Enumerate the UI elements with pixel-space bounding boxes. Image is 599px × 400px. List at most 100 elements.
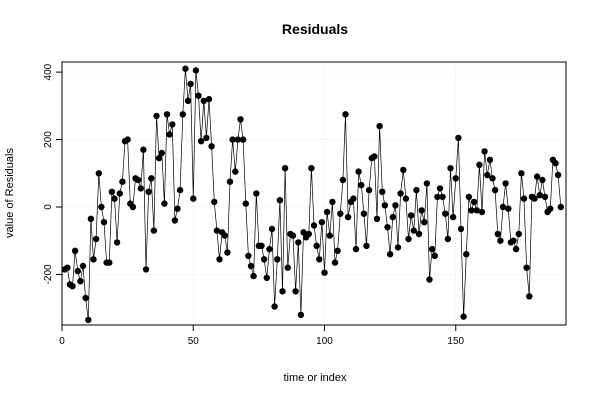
data-point	[499, 203, 507, 211]
data-point	[142, 266, 150, 273]
data-point	[134, 176, 142, 184]
data-point	[200, 97, 207, 105]
data-point	[481, 148, 488, 155]
data-point	[468, 207, 475, 214]
data-point	[289, 232, 297, 239]
data-point	[213, 227, 221, 234]
data-point	[457, 225, 465, 233]
data-point	[376, 122, 383, 130]
data-point	[386, 251, 394, 258]
data-point	[119, 178, 126, 185]
data-point	[389, 213, 396, 221]
data-point	[434, 193, 441, 201]
data-points	[61, 65, 564, 324]
data-point	[489, 175, 496, 182]
data-point	[87, 215, 95, 222]
data-point	[449, 213, 457, 221]
data-point	[484, 171, 491, 179]
data-point	[182, 65, 189, 72]
data-point	[242, 200, 249, 207]
data-point	[229, 136, 236, 143]
data-point	[552, 160, 559, 167]
data-point	[371, 153, 378, 160]
data-point	[108, 188, 116, 195]
x-axis: 0 50 100 150	[59, 325, 465, 347]
data-point	[557, 203, 564, 211]
data-point	[169, 121, 176, 128]
data-point	[502, 180, 509, 187]
data-point	[384, 224, 391, 231]
data-point	[350, 195, 357, 202]
data-point	[394, 244, 402, 251]
data-point	[531, 195, 538, 202]
x-tick-label: 0	[59, 336, 65, 347]
data-point	[276, 197, 284, 204]
data-point	[426, 276, 433, 283]
y-axis: -200 0 200 400	[43, 63, 62, 284]
data-point	[523, 264, 530, 271]
data-point	[418, 207, 425, 214]
data-point	[158, 149, 165, 157]
data-point	[310, 222, 318, 229]
data-point	[381, 202, 389, 209]
data-point	[465, 193, 473, 201]
data-point	[470, 198, 478, 206]
data-point	[415, 230, 423, 238]
data-point	[313, 242, 320, 249]
data-point	[187, 80, 194, 88]
data-point	[547, 205, 554, 212]
data-point	[247, 262, 255, 270]
data-point	[166, 131, 173, 138]
data-point	[491, 186, 499, 194]
data-point	[195, 92, 202, 99]
y-axis-label: value of Residuals	[4, 148, 16, 238]
data-point	[305, 230, 312, 238]
data-point	[436, 185, 444, 192]
data-point	[308, 165, 315, 172]
data-point	[190, 195, 197, 202]
data-point	[253, 190, 260, 197]
x-tick-label: 100	[316, 336, 333, 347]
data-point	[533, 173, 541, 180]
series-line	[64, 68, 562, 320]
grid-lines	[61, 62, 566, 325]
data-point	[95, 170, 103, 177]
data-point	[260, 256, 268, 263]
data-point	[153, 112, 160, 120]
data-point	[444, 235, 452, 243]
data-point	[268, 225, 276, 233]
data-point	[373, 215, 381, 222]
data-point	[400, 166, 407, 174]
data-point	[360, 210, 368, 217]
data-point	[224, 249, 231, 256]
x-axis-label: time or index	[284, 372, 347, 384]
data-point	[421, 219, 428, 226]
data-point	[439, 193, 446, 201]
data-point	[510, 237, 517, 244]
data-point	[148, 175, 155, 182]
data-point	[205, 95, 213, 103]
data-point	[494, 230, 501, 238]
data-point	[413, 186, 420, 194]
data-point	[145, 188, 152, 195]
data-point	[463, 251, 470, 258]
data-point	[292, 288, 299, 295]
data-point	[318, 219, 326, 226]
data-point	[342, 111, 349, 118]
data-point	[329, 198, 336, 206]
data-point	[352, 245, 360, 253]
data-point	[245, 252, 252, 260]
data-point	[447, 165, 454, 172]
data-point	[405, 235, 412, 243]
data-point	[518, 170, 525, 177]
data-point	[344, 213, 352, 221]
data-point	[74, 267, 82, 275]
data-point	[137, 185, 144, 192]
plot-frame	[61, 61, 567, 326]
data-point	[326, 232, 333, 239]
data-point	[98, 203, 105, 211]
data-point	[515, 230, 522, 238]
data-point	[250, 272, 257, 280]
data-point	[239, 136, 247, 143]
